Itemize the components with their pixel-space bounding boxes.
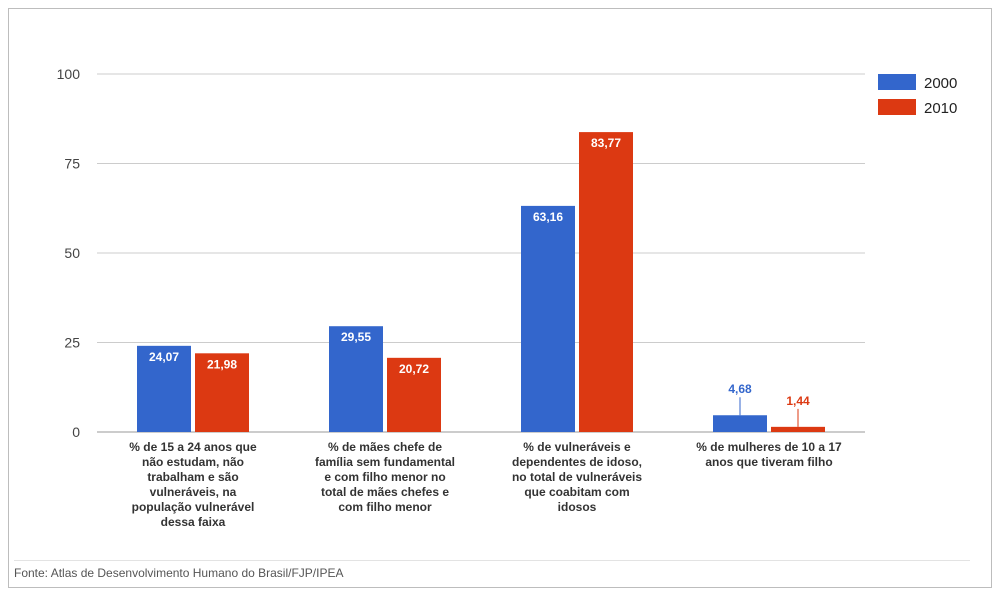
data-label: 20,72 — [399, 362, 429, 376]
x-category-label: no total de vulneráveis — [512, 470, 642, 484]
x-category-label: não estudam, não — [142, 455, 244, 469]
chart-frame — [8, 8, 992, 588]
x-category-label: dessa faixa — [161, 515, 226, 529]
x-category-label: % de 15 a 24 anos que — [129, 440, 257, 454]
bar-2010-1 — [195, 353, 249, 432]
data-label: 24,07 — [149, 350, 179, 364]
x-category-label: anos que tiveram filho — [705, 455, 832, 469]
x-category-label: vulneráveis, na — [150, 485, 237, 499]
bar-2010-4 — [771, 426, 825, 432]
source-divider — [14, 560, 970, 561]
legend-label-2000: 2000 — [924, 75, 957, 92]
x-category-label: família sem fundamental — [315, 455, 455, 469]
data-label: 29,55 — [341, 330, 371, 344]
data-label: 83,77 — [591, 136, 621, 150]
y-tick-label: 25 — [64, 335, 80, 351]
x-category-label: que coabitam com — [524, 485, 629, 499]
x-category-label: população vulnerável — [132, 500, 255, 514]
x-category-label: % de vulneráveis e — [523, 440, 631, 454]
legend-swatch-2000 — [878, 74, 916, 90]
x-category-label: idosos — [558, 500, 597, 514]
x-category-label: % de mães chefe de — [328, 440, 442, 454]
bar-2000-3 — [521, 205, 575, 432]
x-category-label: total de mães chefes e — [321, 485, 449, 499]
legend-label-2010: 2010 — [924, 100, 957, 117]
x-category-label: com filho menor — [338, 500, 432, 514]
bar-2000-2 — [329, 326, 383, 432]
bar-2010-2 — [387, 357, 441, 432]
legend-swatch-2010 — [878, 99, 916, 115]
data-label: 21,98 — [207, 357, 237, 371]
y-tick-label: 100 — [57, 66, 81, 82]
bar-2000-4 — [713, 415, 767, 432]
x-category-label: trabalham e são — [147, 470, 238, 484]
x-category-label: e com filho menor no — [324, 470, 445, 484]
bar-2010-3 — [579, 132, 633, 432]
data-label: 1,44 — [786, 394, 810, 408]
bar-2000-1 — [137, 345, 191, 432]
chart-source: Fonte: Atlas de Desenvolvimento Humano d… — [14, 566, 344, 580]
y-tick-label: 0 — [72, 424, 80, 440]
y-tick-label: 75 — [64, 156, 80, 172]
x-category-label: % de mulheres de 10 a 17 — [696, 440, 842, 454]
x-category-label: dependentes de idoso, — [512, 455, 642, 469]
y-tick-label: 50 — [64, 245, 80, 261]
data-label: 63,16 — [533, 210, 563, 224]
data-label: 4,68 — [728, 382, 752, 396]
